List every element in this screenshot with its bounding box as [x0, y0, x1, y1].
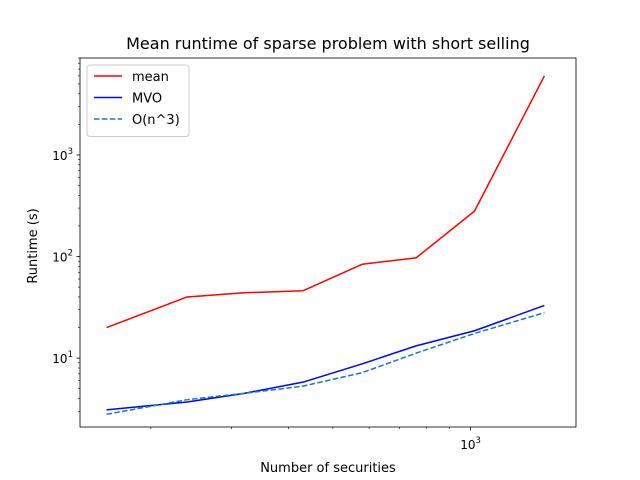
- axes-frame: [79, 57, 577, 428]
- chart-title: Mean runtime of sparse problem with shor…: [126, 34, 530, 53]
- legend-label-2: O(n^3): [132, 113, 180, 128]
- x-tick-label: 103: [460, 436, 481, 452]
- plot-area: 101 102 103 103: [52, 57, 577, 452]
- legend-label-0: mean: [132, 70, 169, 85]
- series-line-1: [106, 304, 545, 411]
- legend: mean MVO O(n^3): [86, 64, 190, 137]
- x-axis-label: Number of securities: [260, 461, 396, 476]
- legend-label-1: MVO: [132, 92, 162, 107]
- y-tick-label: 101: [52, 350, 73, 366]
- y-tick-label: 102: [52, 249, 73, 265]
- series-line-0: [106, 75, 546, 329]
- y-tick-label: 103: [52, 147, 73, 163]
- series-line-2: [106, 311, 545, 416]
- y-axis-label: Runtime (s): [26, 208, 41, 283]
